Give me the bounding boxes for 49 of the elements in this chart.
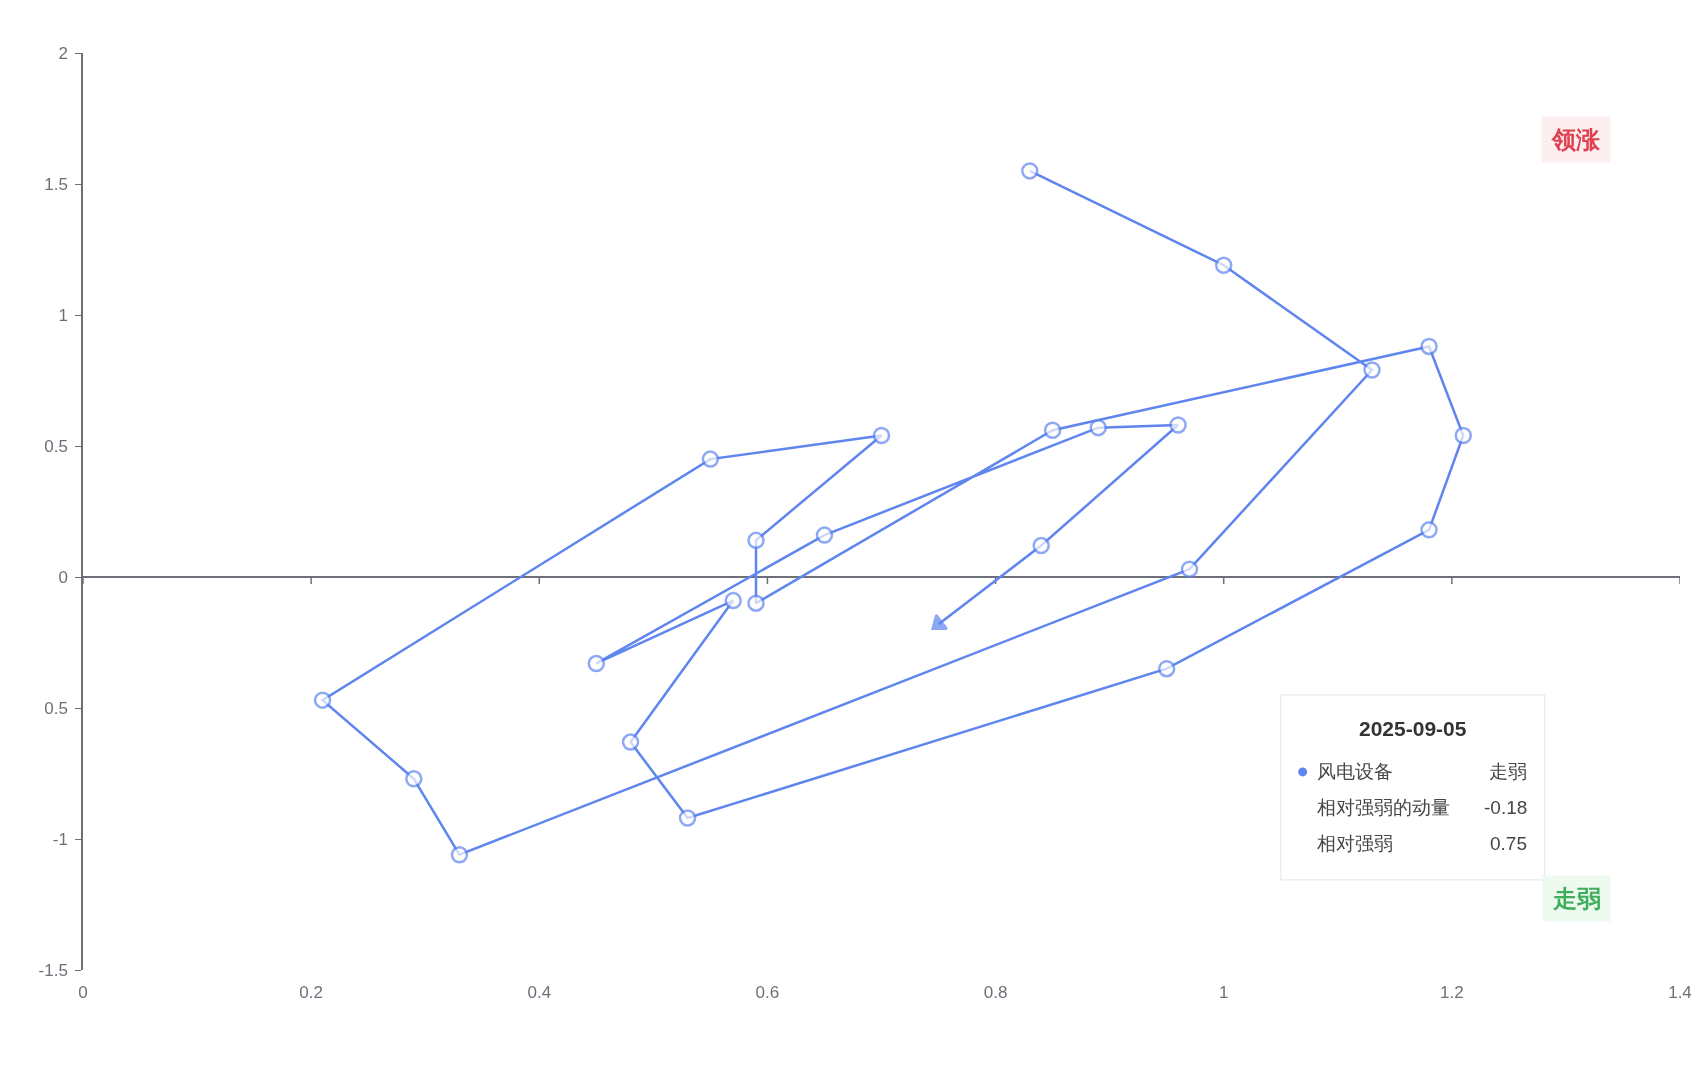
x-tick-label: 0.8 — [983, 983, 1008, 1002]
annotation: 2025-09-05 — [1359, 717, 1467, 740]
y-tick-label: 1.5 — [44, 174, 68, 194]
annotation: 0.75 — [1490, 833, 1527, 854]
x-tick-label: 0.6 — [755, 983, 780, 1002]
annotation: 相对强弱 — [1317, 833, 1393, 854]
x-tick-label: 1 — [1218, 983, 1229, 1002]
x-tick-label: 0 — [78, 983, 88, 1002]
point — [724, 591, 742, 610]
annotation: 领涨 — [1551, 126, 1601, 153]
point — [1180, 560, 1199, 578]
point — [1157, 659, 1176, 678]
y-tick-label: 0 — [58, 567, 68, 587]
point — [1363, 361, 1381, 379]
point — [1169, 416, 1187, 434]
point — [747, 531, 765, 550]
y-tick-label: 0.5 — [44, 436, 68, 456]
point — [1043, 421, 1062, 440]
point — [678, 809, 697, 827]
annotation: -0.18 — [1484, 797, 1528, 818]
annotation: 走弱 — [1552, 885, 1601, 912]
point — [587, 654, 606, 673]
point — [1420, 337, 1438, 356]
point — [405, 769, 423, 788]
point — [1021, 162, 1039, 180]
annotation: 走弱 — [1489, 761, 1527, 782]
point — [747, 594, 765, 612]
x-tick-label: 1.4 — [1668, 983, 1692, 1002]
point — [701, 450, 720, 468]
x-tick-label: 0.2 — [299, 983, 323, 1002]
legend-label: 风电设备 — [1317, 761, 1393, 782]
point — [313, 691, 332, 709]
point — [1032, 536, 1050, 555]
point — [621, 733, 640, 751]
x-tick-label: 1.2 — [1440, 983, 1464, 1002]
y-tick-label: -1 — [52, 829, 68, 849]
x-tick-label: 0.4 — [527, 983, 552, 1002]
y-tick-label: 0.5 — [44, 698, 68, 718]
point — [1089, 418, 1107, 437]
annotation: 相对强弱的动量 — [1317, 797, 1450, 818]
y-tick-label: 1 — [58, 305, 68, 325]
point — [1214, 256, 1233, 274]
point — [815, 526, 834, 544]
point — [872, 426, 891, 445]
y-tick-label: -1.5 — [38, 960, 68, 980]
point — [1454, 426, 1473, 445]
point — [1420, 521, 1438, 539]
y-tick-label: 2 — [58, 43, 68, 63]
point — [450, 845, 469, 864]
